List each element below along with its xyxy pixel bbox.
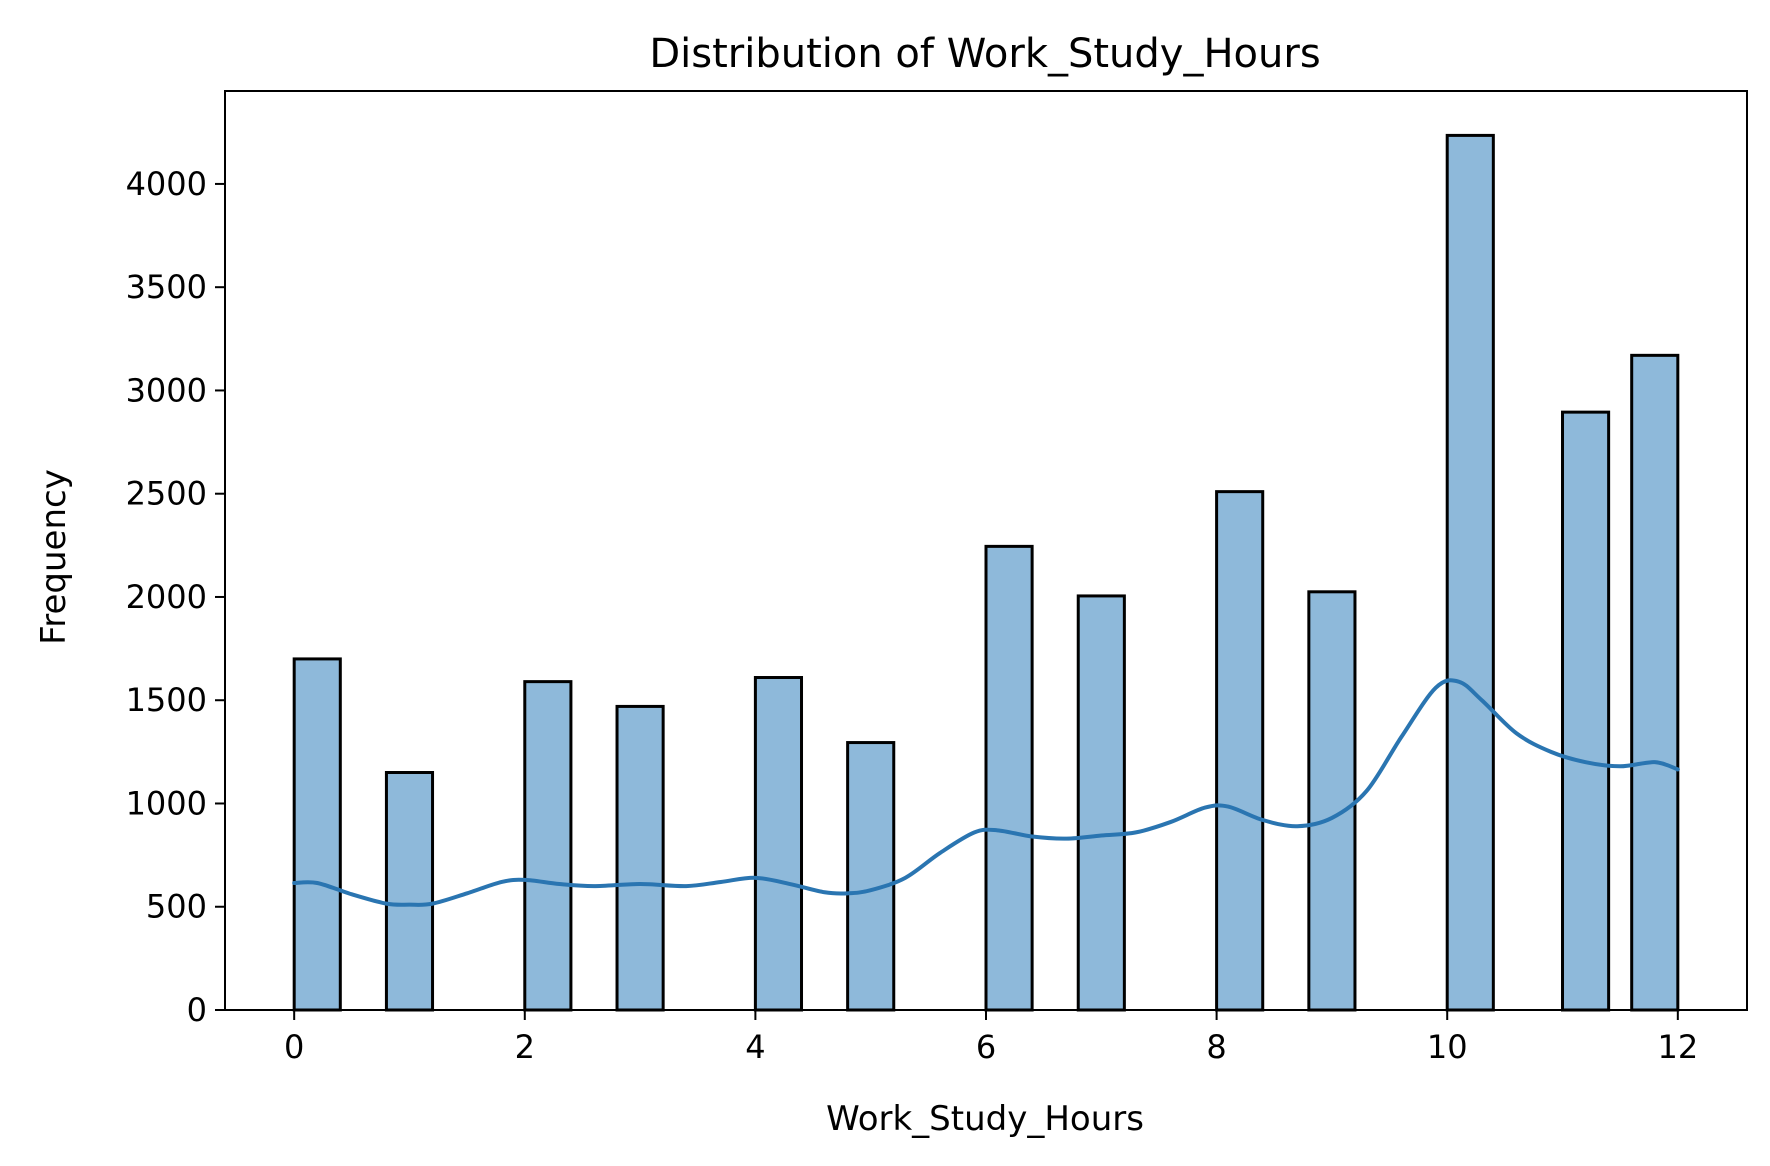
x-tick-label-2: 2 [515,1028,535,1066]
y-tick-label-4000: 4000 [126,165,207,203]
x-tick-label-10: 10 [1427,1028,1468,1066]
y-tick-label-500: 500 [146,888,207,926]
x-tick-label-8: 8 [1206,1028,1226,1066]
histogram-bar-12 [1630,353,1680,1012]
x-tick-label-0: 0 [284,1028,304,1066]
histogram-bar-9 [1307,590,1357,1012]
histogram-bar-8 [1215,490,1265,1012]
histogram-bar-4 [753,676,804,1012]
x-axis-label: Work_Study_Hours [826,1099,1144,1139]
y-tick-label-3000: 3000 [126,371,207,409]
histogram-bar-11 [1561,410,1611,1012]
x-axis-ticks: 0 2 4 6 8 10 12 [284,1010,1698,1066]
histogram-bar-1 [384,771,435,1012]
histogram-bar-6 [984,544,1034,1012]
y-tick-label-1500: 1500 [126,681,207,719]
x-tick-label-6: 6 [976,1028,996,1066]
y-tick-label-3500: 3500 [126,268,207,306]
bars-layer [292,133,1680,1012]
y-tick-label-2500: 2500 [126,475,207,513]
x-tick-label-12: 12 [1657,1028,1698,1066]
histogram-bar-7 [1076,594,1126,1012]
y-tick-label-2000: 2000 [126,578,207,616]
y-tick-label-0: 0 [187,991,207,1029]
chart-title: Distribution of Work_Study_Hours [649,31,1320,77]
histogram-bar-3 [615,704,665,1012]
histogram-bar-5 [846,741,896,1012]
y-tick-label-1000: 1000 [126,784,207,822]
y-axis-ticks: 0 500 1000 1500 2000 2500 3000 3500 4000 [126,165,225,1029]
histogram-bar-0 [292,657,342,1012]
x-tick-label-4: 4 [745,1028,765,1066]
y-axis-label: Frequency [34,469,74,645]
kde-line [292,678,1680,907]
histogram-bar-2 [523,680,573,1012]
histogram-bar-10 [1445,133,1495,1012]
